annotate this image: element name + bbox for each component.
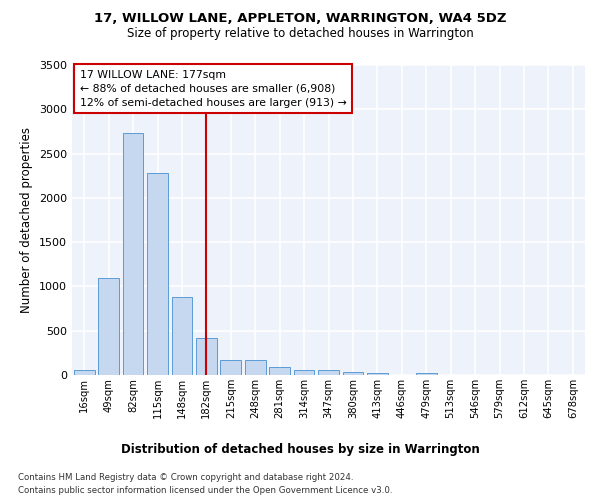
Text: Contains HM Land Registry data © Crown copyright and database right 2024.: Contains HM Land Registry data © Crown c… <box>18 472 353 482</box>
Bar <box>147 173 168 375</box>
Text: Size of property relative to detached houses in Warrington: Size of property relative to detached ho… <box>127 28 473 40</box>
Bar <box>245 360 266 375</box>
Text: 17 WILLOW LANE: 177sqm
← 88% of detached houses are smaller (6,908)
12% of semi-: 17 WILLOW LANE: 177sqm ← 88% of detached… <box>80 70 346 108</box>
Bar <box>318 370 339 375</box>
Text: Contains public sector information licensed under the Open Government Licence v3: Contains public sector information licen… <box>18 486 392 495</box>
Text: 17, WILLOW LANE, APPLETON, WARRINGTON, WA4 5DZ: 17, WILLOW LANE, APPLETON, WARRINGTON, W… <box>94 12 506 26</box>
Text: Distribution of detached houses by size in Warrington: Distribution of detached houses by size … <box>121 442 479 456</box>
Y-axis label: Number of detached properties: Number of detached properties <box>20 127 34 313</box>
Bar <box>98 278 119 375</box>
Bar <box>196 338 217 375</box>
Bar <box>367 373 388 375</box>
Bar <box>293 370 314 375</box>
Bar <box>122 133 143 375</box>
Bar <box>74 370 95 375</box>
Bar <box>416 373 437 375</box>
Bar <box>343 372 364 375</box>
Bar <box>269 366 290 375</box>
Bar <box>220 360 241 375</box>
Bar <box>172 297 193 375</box>
